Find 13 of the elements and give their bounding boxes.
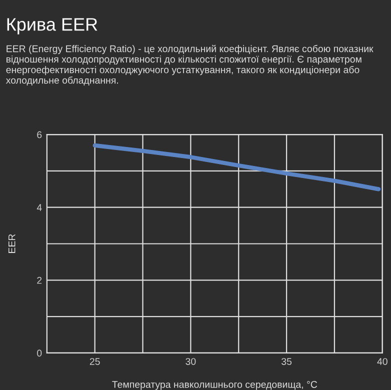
y-axis-title: EER — [8, 234, 16, 253]
x-tick-label: 25 — [90, 358, 100, 365]
x-tick-label: 30 — [186, 358, 196, 365]
x-tick-label: 35 — [282, 358, 292, 365]
x-tick-label: 40 — [377, 358, 388, 365]
y-tick-label: 6 — [37, 131, 42, 138]
line-series — [92, 143, 381, 192]
y-tick-label: 4 — [36, 204, 42, 211]
chart-subtitle: EER (Energy Efficiency Ratio) - це холодильний коефіцієнт. Являє собою показник відношення холодопродуктивності до кількості спожитої енергії. Є параметром енергоефективності охолоджуючого устаткування, такого як кондиціонери або холодильне обладнання. — [6, 44, 374, 86]
y-tick-label: 0 — [37, 350, 42, 357]
y-tick-label: 2 — [37, 276, 42, 284]
chart-title: Крива EER — [7, 18, 98, 34]
x-axis-title: Температура навколишнього середовища, °C — [112, 381, 318, 390]
